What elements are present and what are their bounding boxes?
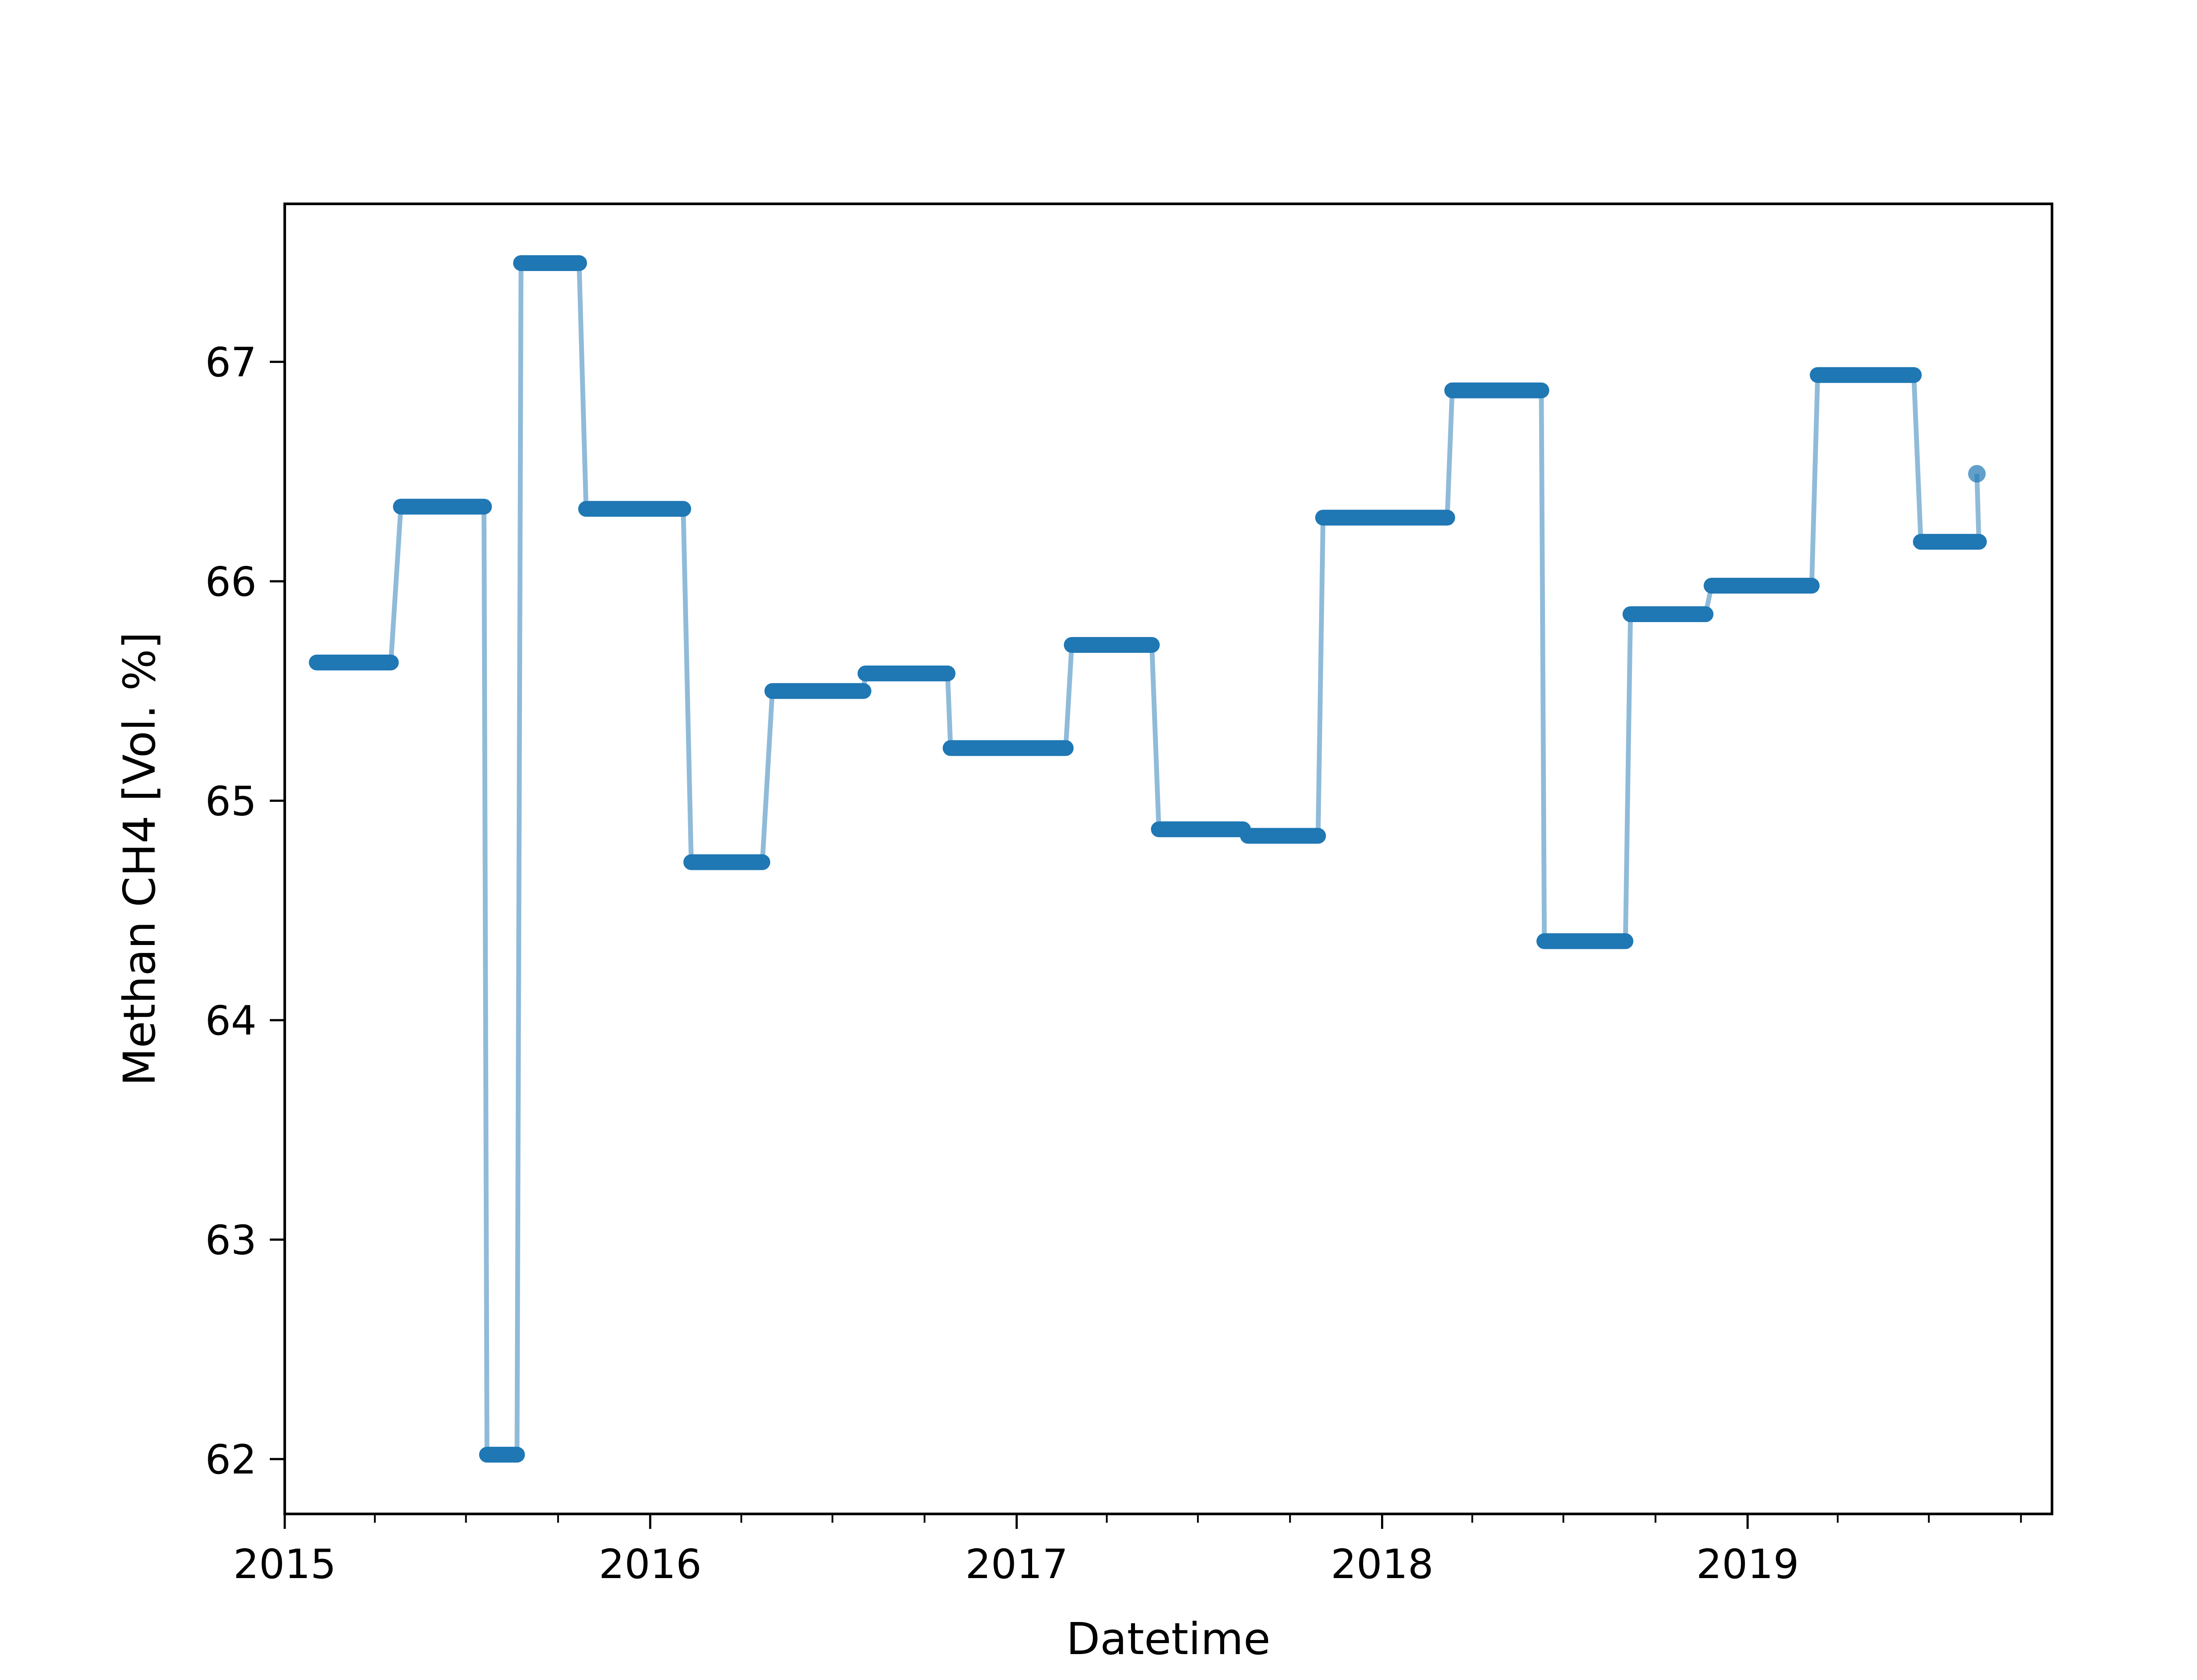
y-tick-label: 66 <box>205 558 257 605</box>
y-tick-label: 67 <box>205 339 257 386</box>
final-point-marker <box>1968 465 1986 483</box>
y-tick-label: 62 <box>205 1436 257 1483</box>
x-tick-label: 2016 <box>599 1541 702 1588</box>
y-axis: 62 63 64 65 66 67 <box>205 339 285 1483</box>
x-axis: 2015 2016 2017 2018 2019 <box>233 1514 2022 1588</box>
x-tick-label: 2018 <box>1331 1541 1433 1588</box>
x-tick-label: 2015 <box>233 1541 336 1588</box>
y-tick-label: 64 <box>205 997 257 1044</box>
x-tick-label: 2019 <box>1696 1541 1799 1588</box>
data-segments <box>308 255 1987 1463</box>
x-axis-title: Datetime <box>1066 1613 1271 1665</box>
y-axis-title: Methan CH4 [Vol. %] <box>114 632 165 1086</box>
y-tick-label: 63 <box>205 1217 257 1264</box>
plot-frame <box>283 203 2053 1515</box>
x-tick-label: 2017 <box>965 1541 1068 1588</box>
y-tick-label: 65 <box>205 778 257 825</box>
